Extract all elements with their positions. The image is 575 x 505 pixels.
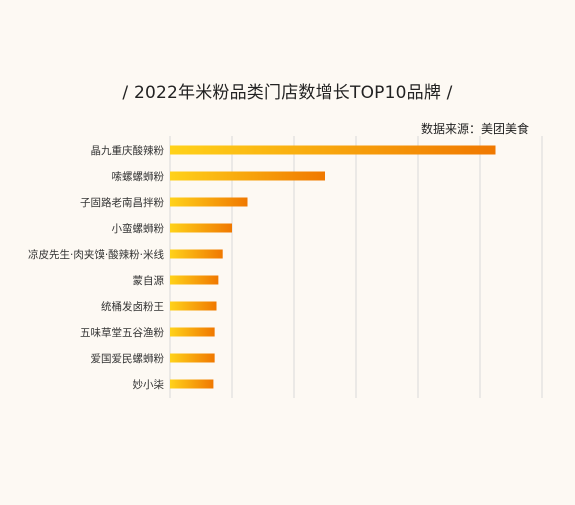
category-label-8: 爱国爱民螺蛳粉 [91, 352, 165, 365]
chart-title: / 2022年米粉品类门店数增长TOP10品牌 / [122, 83, 453, 103]
bar-9 [170, 379, 214, 389]
bar-7 [170, 327, 215, 337]
category-label-1: 嗦螺螺蛳粉 [112, 170, 165, 183]
bar-3 [170, 223, 232, 233]
bar-2 [170, 197, 248, 207]
bar-1 [170, 171, 325, 181]
bar-5 [170, 275, 219, 285]
category-label-7: 五味草堂五谷渔粉 [80, 326, 164, 339]
category-label-9: 妙小柒 [133, 378, 165, 391]
source-note: 数据来源：美团美食 [420, 122, 529, 136]
bar-6 [170, 301, 217, 311]
category-label-2: 子固路老南昌拌粉 [80, 196, 164, 209]
category-label-3: 小蛮螺蛳粉 [112, 222, 165, 235]
bar-0 [170, 145, 496, 155]
category-label-4: 凉皮先生·肉夹馍·酸辣粉·米线 [28, 248, 165, 261]
category-label-0: 晶九重庆酸辣粉 [91, 144, 165, 157]
category-label-5: 蒙自源 [133, 274, 165, 287]
bar-4 [170, 249, 223, 259]
bar-8 [170, 353, 215, 363]
category-label-6: 统桶发卤粉王 [101, 300, 164, 313]
